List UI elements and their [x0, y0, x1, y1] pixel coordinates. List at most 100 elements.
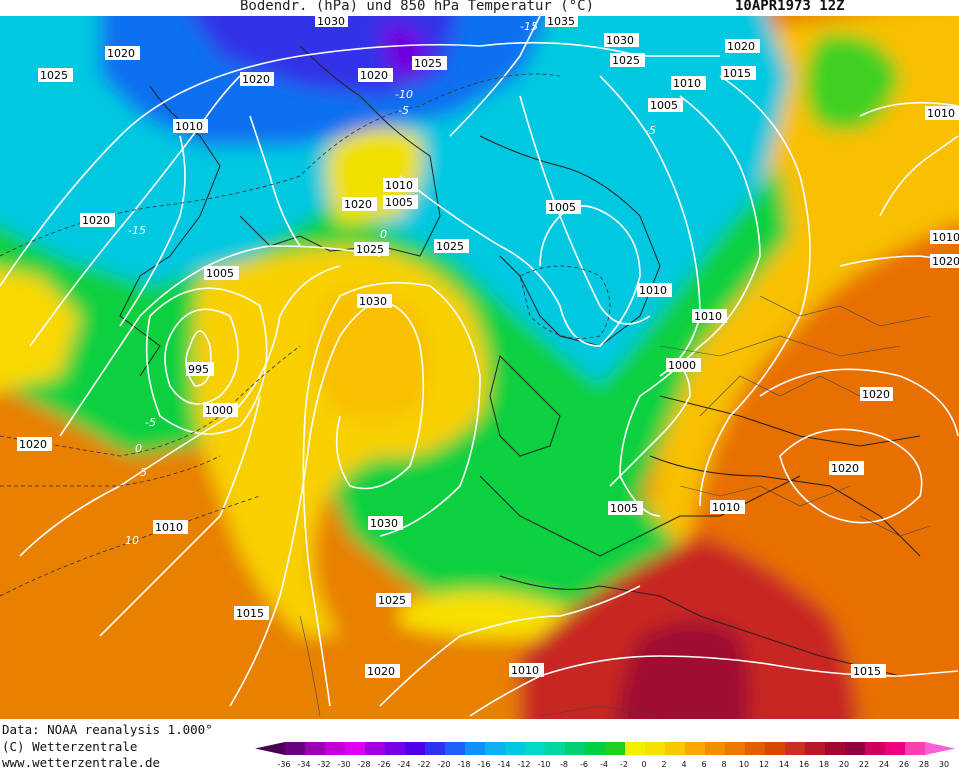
- legend-tick-label: -18: [457, 760, 470, 769]
- legend-tick-label: -8: [560, 760, 568, 769]
- pressure-label: 1010: [153, 520, 188, 534]
- temperature-label: -5: [398, 104, 409, 117]
- pressure-label: 1020: [342, 197, 377, 211]
- legend-swatch: [325, 742, 346, 755]
- legend-tick-label: -30: [337, 760, 350, 769]
- svg-text:1030: 1030: [317, 16, 345, 28]
- legend-tick-label: 12: [759, 760, 769, 769]
- svg-text:1010: 1010: [927, 107, 955, 120]
- svg-text:1025: 1025: [436, 240, 464, 253]
- pressure-label: 1020: [365, 664, 400, 678]
- svg-text:1025: 1025: [356, 243, 384, 256]
- isobars: [0, 16, 959, 717]
- legend-tick-label: -32: [317, 760, 330, 769]
- pressure-label: 1025: [412, 56, 447, 70]
- svg-text:1020: 1020: [932, 255, 959, 268]
- map-title: Bodendr. (hPa) und 850 hPa Temperatur (°…: [240, 0, 595, 14]
- pressure-label: 1020: [930, 254, 959, 268]
- temperature-label: -15: [520, 20, 538, 33]
- svg-text:1020: 1020: [360, 69, 388, 82]
- legend-tick-label: 28: [919, 760, 929, 769]
- legend-tick-label: 18: [819, 760, 829, 769]
- svg-text:1010: 1010: [932, 231, 959, 244]
- legend-tick-label: 22: [859, 760, 869, 769]
- pressure-label: 1025: [38, 68, 73, 82]
- pressure-label: 1015: [721, 66, 756, 80]
- legend-swatch: [345, 742, 366, 755]
- svg-text:1025: 1025: [378, 594, 406, 607]
- legend-tick-label: 16: [799, 760, 809, 769]
- temperature-label: 0: [135, 442, 142, 455]
- pressure-label: 1020: [725, 39, 760, 53]
- legend-tick-label: -28: [357, 760, 370, 769]
- legend-swatch: [545, 742, 566, 755]
- pressure-label: 1030: [357, 294, 392, 308]
- pressure-label: 1015: [851, 664, 886, 678]
- legend-swatch: [865, 742, 886, 755]
- pressure-label: 1010: [925, 106, 959, 120]
- svg-text:1020: 1020: [367, 665, 395, 678]
- svg-text:1010: 1010: [673, 77, 701, 90]
- legend-tick-label: 6: [701, 760, 706, 769]
- legend-swatch: [805, 742, 826, 755]
- legend-swatch: [825, 742, 846, 755]
- pressure-labels: 1030 1035 1020 1025 1020 1010 1025 1020 …: [17, 16, 959, 678]
- pressure-label: 1005: [546, 200, 581, 214]
- legend-swatch: [905, 742, 926, 755]
- legend-swatch: [525, 742, 546, 755]
- legend-tick-label: -2: [620, 760, 628, 769]
- pressure-label: 1010: [692, 309, 727, 323]
- svg-text:1010: 1010: [712, 501, 740, 514]
- legend-swatch: [925, 742, 955, 755]
- pressure-label: 1020: [80, 213, 115, 227]
- legend-tick-label: 26: [899, 760, 909, 769]
- legend-swatch: [485, 742, 506, 755]
- legend-tick-label: -34: [297, 760, 310, 769]
- pressure-label: 1025: [610, 53, 645, 67]
- temperature-label: -10: [395, 88, 413, 101]
- pressure-label: 1025: [376, 593, 411, 607]
- map-date: 10APR1973 12Z: [735, 0, 845, 14]
- legend-swatch: [505, 742, 526, 755]
- svg-text:1010: 1010: [639, 284, 667, 297]
- legend-swatch: [605, 742, 626, 755]
- svg-text:1020: 1020: [727, 40, 755, 53]
- legend-swatch: [305, 742, 326, 755]
- temperature-label: -15: [128, 224, 146, 237]
- svg-text:1025: 1025: [612, 54, 640, 67]
- legend-tick-label: 30: [939, 760, 949, 769]
- legend-swatch: [705, 742, 726, 755]
- legend-swatch: [255, 742, 285, 755]
- svg-text:1030: 1030: [606, 34, 634, 47]
- legend-tick-label: -14: [497, 760, 510, 769]
- legend-tick-label: 10: [739, 760, 749, 769]
- pressure-label: 1000: [666, 358, 701, 372]
- legend-swatch: [625, 742, 646, 755]
- legend-tick-label: -10: [537, 760, 550, 769]
- pressure-label: 995: [186, 362, 214, 376]
- website-url: www.wetterzentrale.de: [2, 755, 161, 770]
- pressure-label: 1020: [105, 46, 140, 60]
- pressure-label: 1020: [860, 387, 893, 401]
- svg-text:1010: 1010: [511, 664, 539, 677]
- svg-text:1030: 1030: [370, 517, 398, 530]
- pressure-label: 1010: [637, 283, 672, 297]
- legend-tick-label: 4: [681, 760, 686, 769]
- legend-swatch: [645, 742, 666, 755]
- legend-ticks: -36 -34 -32 -30 -28 -26 -24 -22 -20 -18 -16 -14 -12-…: [277, 760, 959, 769]
- pressure-label: 1030: [604, 33, 639, 47]
- temperature-label: 0: [380, 228, 387, 241]
- legend-swatch: [585, 742, 606, 755]
- svg-text:1020: 1020: [19, 438, 47, 451]
- legend-swatch: [465, 742, 486, 755]
- svg-text:1020: 1020: [82, 214, 110, 227]
- legend-swatch: [725, 742, 746, 755]
- pressure-label: 1020: [17, 437, 52, 451]
- legend-swatch: [565, 742, 586, 755]
- weather-map: 1030 1035 1020 1025 1020 1010 1025 1020 …: [0, 16, 959, 719]
- temperature-label: 5: [140, 466, 147, 479]
- svg-text:1005: 1005: [206, 267, 234, 280]
- pressure-label: 1010: [173, 119, 208, 133]
- data-source: Data: NOAA reanalysis 1.000°: [2, 722, 213, 737]
- legend-swatch: [845, 742, 866, 755]
